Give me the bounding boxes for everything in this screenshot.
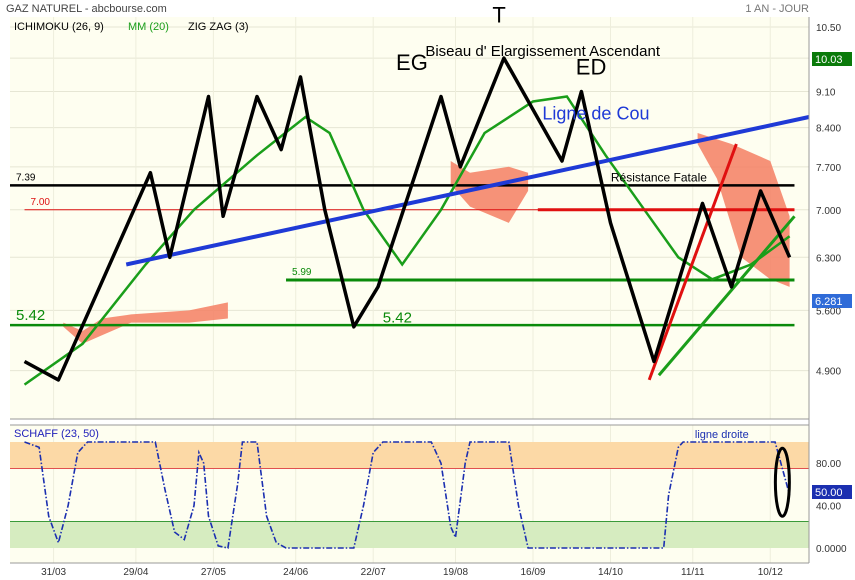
x-tick: 31/03 bbox=[41, 567, 66, 578]
zigzag-line bbox=[23, 56, 792, 382]
x-tick: 16/09 bbox=[520, 567, 545, 578]
level-label: 7.00 bbox=[31, 197, 51, 208]
trendline bbox=[647, 143, 738, 381]
oscillator-value-badge bbox=[812, 485, 852, 499]
x-tick: 10/12 bbox=[758, 567, 783, 578]
period-label: 1 AN - JOUR bbox=[745, 3, 809, 15]
axes: 10.509.809.108.4007.7007.0006.3005.6004.… bbox=[10, 17, 847, 578]
trendline bbox=[657, 215, 796, 377]
last-close-value: 10.03 bbox=[815, 54, 843, 66]
zigzag bbox=[23, 56, 792, 382]
annotation-label: EG bbox=[396, 50, 428, 75]
x-tick: 19/08 bbox=[443, 567, 468, 578]
price-y-tick: 5.600 bbox=[816, 306, 841, 317]
price-y-tick: 6.300 bbox=[816, 253, 841, 264]
osc-y-tick: 0.0000 bbox=[816, 544, 847, 555]
chart-title: GAZ NATUREL - abcbourse.com bbox=[6, 3, 167, 15]
level-label: 7.39 bbox=[16, 172, 36, 183]
x-tick: 22/07 bbox=[361, 567, 386, 578]
moving-average-line bbox=[23, 95, 791, 386]
legend-mm: MM (20) bbox=[128, 21, 169, 33]
x-tick: 14/10 bbox=[598, 567, 623, 578]
oscillator-band bbox=[10, 442, 809, 469]
price-y-tick: 9.10 bbox=[816, 88, 836, 99]
highlight-ellipse bbox=[773, 446, 791, 518]
price-y-tick: 8.400 bbox=[816, 124, 841, 135]
oscillator-current-value: 50.00 bbox=[815, 487, 843, 499]
annotation-label: Ligne de Cou bbox=[542, 104, 649, 124]
annotation-label: Résistance Fatale bbox=[611, 171, 707, 185]
price-y-tick: 10.50 bbox=[816, 23, 841, 34]
x-tick: 24/06 bbox=[283, 567, 308, 578]
oscillator-title: SCHAFF (23, 50) bbox=[14, 428, 99, 440]
price-y-tick: 7.700 bbox=[816, 163, 841, 174]
trendline bbox=[125, 115, 810, 267]
oscillator-band bbox=[10, 521, 809, 548]
price-y-tick: 7.000 bbox=[816, 206, 841, 217]
oscillator-annotation: ligne droite bbox=[695, 429, 749, 441]
current-value-badge bbox=[812, 294, 852, 308]
price-panel-bg bbox=[10, 17, 809, 419]
level-label: 5.99 bbox=[292, 267, 312, 278]
schaff-oscillator: ligne droite bbox=[24, 429, 791, 549]
moving-average bbox=[23, 95, 791, 386]
osc-y-tick: 40.00 bbox=[816, 502, 841, 513]
legend-ichimoku: ICHIMOKU (26, 9) bbox=[14, 21, 104, 33]
last-close-badge bbox=[812, 52, 852, 66]
level-label: 5.42 bbox=[16, 307, 45, 324]
osc-y-tick: 80.00 bbox=[816, 459, 841, 470]
cloud-shape bbox=[63, 302, 228, 344]
x-tick: 27/05 bbox=[201, 567, 226, 578]
annotation-label: Biseau d' Elargissement Ascendant bbox=[425, 43, 661, 60]
price-y-tick: 4.900 bbox=[816, 367, 841, 378]
trendlines bbox=[125, 115, 810, 381]
legend-zigzag: ZIG ZAG (3) bbox=[188, 21, 249, 33]
schaff-line bbox=[24, 441, 791, 549]
x-tick: 29/04 bbox=[123, 567, 148, 578]
x-tick: 11/11 bbox=[681, 567, 705, 578]
annotation-label: ED bbox=[576, 55, 607, 80]
annotation-label: T bbox=[492, 3, 505, 28]
oscillator-bands bbox=[10, 442, 809, 548]
annotation-label: 5.42 bbox=[383, 310, 412, 327]
cloud-shape bbox=[450, 161, 529, 223]
current-value: 6.281 bbox=[815, 296, 843, 308]
